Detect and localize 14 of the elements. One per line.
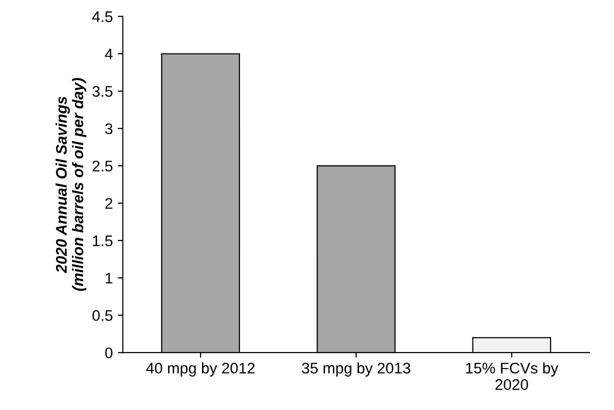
y-tick-label: 0 xyxy=(105,347,112,358)
y-tick-label: 1.5 xyxy=(93,236,112,246)
x-tick-label: 15% FCVs by 2020 xyxy=(466,362,558,390)
y-tick-label: 1 xyxy=(106,272,112,284)
y-tick-label: 0.5 xyxy=(92,310,112,321)
y-tick-label: 2 xyxy=(105,198,112,209)
y-tick-label: 4 xyxy=(104,48,113,60)
y-tick-label: 3.5 xyxy=(92,86,112,97)
x-tick-label: 35 mpg by 2013 xyxy=(302,362,410,377)
y-axis-title: 2020 Annual Oil Savings (million barrels of oil per day) xyxy=(56,78,86,291)
y-tick-label: 4.5 xyxy=(92,11,112,22)
y-tick-label: 3 xyxy=(105,123,112,134)
y-tick-label: 2.5 xyxy=(92,160,112,172)
x-tick-label: 40 mpg by 2012 xyxy=(146,362,255,377)
